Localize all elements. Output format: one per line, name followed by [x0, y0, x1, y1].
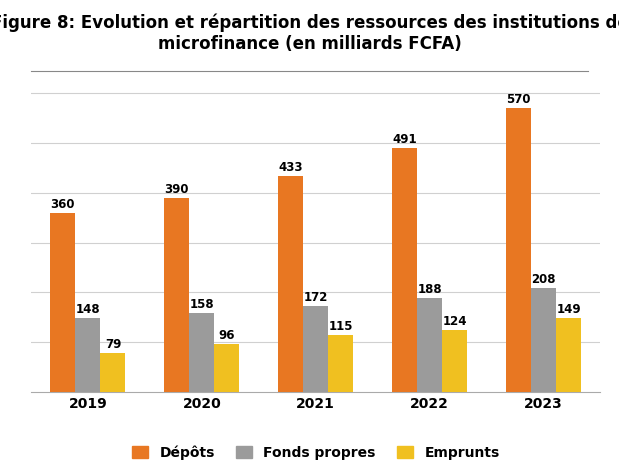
- Bar: [303, 306, 328, 392]
- Bar: [417, 298, 442, 392]
- Bar: [164, 198, 189, 392]
- Text: 96: 96: [219, 329, 235, 342]
- Text: 79: 79: [105, 337, 121, 350]
- Bar: [506, 108, 531, 392]
- Text: 208: 208: [531, 273, 556, 286]
- Text: 158: 158: [189, 298, 214, 311]
- Bar: [556, 318, 581, 392]
- Text: 390: 390: [165, 183, 189, 196]
- Text: 115: 115: [329, 319, 353, 333]
- Text: 148: 148: [76, 303, 100, 316]
- Bar: [442, 330, 467, 392]
- Text: 491: 491: [392, 133, 417, 146]
- Text: 149: 149: [556, 303, 581, 316]
- Bar: [214, 344, 240, 392]
- Bar: [100, 353, 126, 392]
- Text: 570: 570: [506, 93, 530, 106]
- Bar: [278, 177, 303, 392]
- Text: 172: 172: [303, 291, 328, 304]
- Text: 188: 188: [417, 284, 442, 296]
- Bar: [189, 313, 214, 392]
- Text: 360: 360: [51, 198, 75, 211]
- Bar: [392, 148, 417, 392]
- Bar: [531, 288, 556, 392]
- Bar: [328, 335, 353, 392]
- Text: Figure 8: Evolution et répartition des ressources des institutions de
microfinan: Figure 8: Evolution et répartition des r…: [0, 14, 619, 53]
- Text: 124: 124: [443, 315, 467, 328]
- Text: 433: 433: [279, 161, 303, 174]
- Legend: Dépôts, Fonds propres, Emprunts: Dépôts, Fonds propres, Emprunts: [126, 439, 505, 461]
- Bar: [50, 213, 76, 392]
- Bar: [76, 318, 100, 392]
